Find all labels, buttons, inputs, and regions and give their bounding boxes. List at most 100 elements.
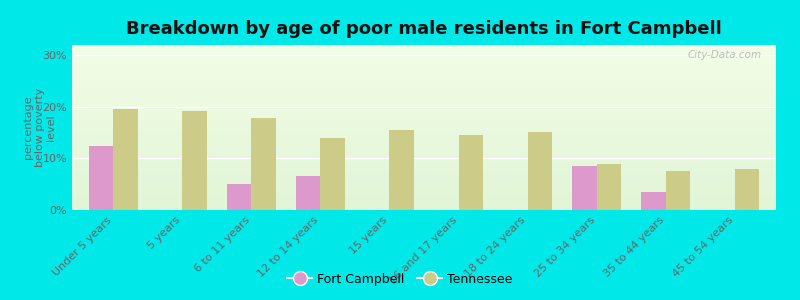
Bar (72, 128, 776, 129)
Bar (572, 166, 597, 210)
Bar (72, 66, 776, 68)
Bar (72, 126, 776, 128)
Bar (390, 130, 414, 210)
Bar (72, 178, 776, 180)
Legend: Fort Campbell, Tennessee: Fort Campbell, Tennessee (282, 268, 518, 291)
Bar (72, 174, 776, 175)
Bar (72, 65, 776, 66)
Y-axis label: percentage
below poverty
level: percentage below poverty level (23, 88, 56, 167)
Bar (72, 75, 776, 76)
Bar (72, 103, 776, 104)
Bar (72, 197, 776, 199)
Bar (72, 70, 776, 71)
Bar (72, 96, 776, 98)
Bar (72, 85, 776, 86)
Bar (72, 170, 776, 172)
Bar (72, 78, 776, 80)
Bar (72, 88, 776, 89)
Bar (72, 89, 776, 91)
Bar (296, 176, 321, 210)
Bar (72, 164, 776, 165)
Bar (72, 119, 776, 121)
Bar (72, 162, 776, 164)
Bar (72, 50, 776, 52)
Bar (72, 192, 776, 194)
Bar (72, 99, 776, 101)
Bar (72, 104, 776, 106)
Bar (72, 199, 776, 200)
Bar (251, 118, 276, 210)
Bar (72, 139, 776, 141)
Bar (72, 93, 776, 94)
Bar (72, 205, 776, 207)
Bar (72, 180, 776, 182)
Bar (72, 151, 776, 152)
Bar (72, 56, 776, 58)
Bar (72, 60, 776, 61)
Bar (72, 98, 776, 99)
Bar (72, 86, 776, 88)
Bar (72, 144, 776, 146)
Bar (72, 68, 776, 70)
Bar (72, 111, 776, 112)
Bar (72, 61, 776, 63)
Bar (72, 146, 776, 147)
Bar (72, 58, 776, 60)
Bar (72, 152, 776, 154)
Bar (72, 114, 776, 116)
Bar (72, 165, 776, 167)
Bar (72, 48, 776, 50)
Bar (72, 207, 776, 208)
Bar (72, 203, 776, 205)
Bar (72, 53, 776, 55)
Bar (597, 164, 621, 210)
Bar (72, 91, 776, 93)
Bar (72, 182, 776, 184)
Bar (72, 118, 776, 119)
Bar (72, 185, 776, 187)
Bar (642, 192, 666, 210)
Bar (72, 159, 776, 160)
Bar (72, 187, 776, 188)
Bar (114, 110, 138, 210)
Bar (72, 94, 776, 96)
Bar (72, 190, 776, 192)
Bar (72, 195, 776, 197)
Bar (72, 63, 776, 65)
Bar (72, 81, 776, 83)
Bar (72, 52, 776, 53)
Bar (72, 80, 776, 81)
Bar (72, 200, 776, 202)
Bar (72, 73, 776, 75)
Bar (72, 188, 776, 190)
Bar (72, 184, 776, 185)
Bar (72, 137, 776, 139)
Bar (72, 71, 776, 73)
Bar (227, 184, 251, 210)
Bar (72, 160, 776, 162)
Bar (72, 106, 776, 108)
Bar (734, 169, 758, 210)
Bar (72, 112, 776, 114)
Bar (72, 141, 776, 142)
Bar (72, 175, 776, 177)
Bar (72, 109, 776, 111)
Bar (72, 208, 776, 210)
Bar (72, 46, 776, 48)
Bar (72, 55, 776, 56)
Bar (72, 169, 776, 170)
Bar (72, 154, 776, 155)
Bar (72, 131, 776, 132)
Bar (72, 167, 776, 169)
Bar (72, 108, 776, 109)
Bar (72, 132, 776, 134)
Bar (72, 116, 776, 118)
Bar (182, 111, 206, 210)
Bar (72, 122, 776, 124)
Bar (72, 172, 776, 174)
Bar (72, 202, 776, 203)
Bar (72, 134, 776, 136)
Text: City-Data.com: City-Data.com (688, 50, 762, 60)
Bar (72, 101, 776, 103)
Bar (72, 121, 776, 122)
